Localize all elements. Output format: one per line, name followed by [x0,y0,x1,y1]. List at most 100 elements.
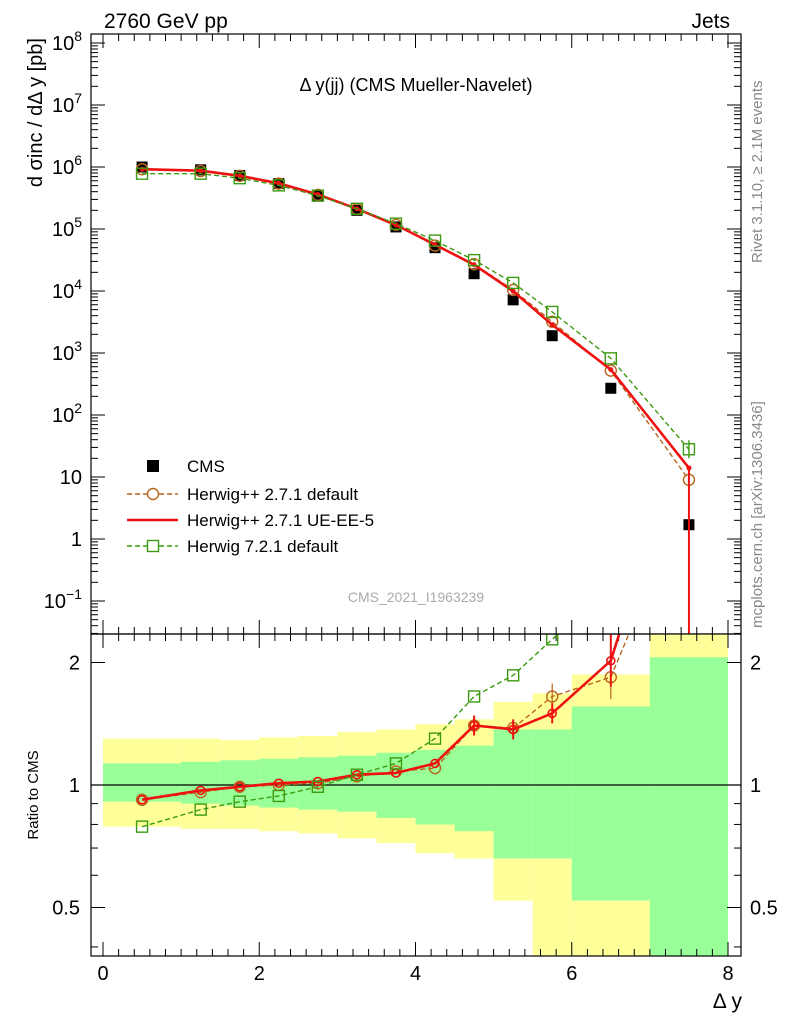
herwig-721-default-point [467,253,481,267]
ratio-panel-bands [91,634,741,956]
ratio-band-inner [571,706,650,901]
ratio-panel-frame [90,633,742,957]
x-tick-label: 2 [254,963,265,985]
ratio-band-inner [454,745,494,832]
herwig-721-default-point [682,443,696,456]
chart-title: Δ y(jj) (CMS Mueller-Navelet) [299,75,532,95]
ratio-y-tick-label-left: 1 [69,775,80,797]
y-tick-label: 1 [71,529,82,551]
x-tick-label: 6 [566,963,577,985]
ratio-herwig-721-point [467,690,481,703]
analysis-watermark: CMS_2021_I1963239 [348,589,484,605]
y-tick-label: 108 [52,28,82,55]
herwig-721-default-point [604,352,618,365]
ratio-herwig-271-point [546,690,559,703]
ratio-herwig-721-point [311,780,325,793]
herwig-721-default-point [350,202,364,215]
herwig-721-default-point [546,305,559,319]
header-collision-label: 2760 GeV pp [104,10,228,33]
ratio-ue-ee5-point [508,724,518,735]
herwig-721-default-point [389,217,403,230]
main-panel-axes: 10−1 1 10 102 103 104 105 106 107 108 [44,28,741,634]
ue-ee5-point [510,288,516,294]
herwig-721-default-point [272,179,285,192]
legend: CMS Herwig++ 2.7.1 default Herwig++ 2.7.1 … [127,457,374,556]
ue-ee5-point [198,168,204,174]
ratio-y-tick-label-right: 1 [750,775,761,797]
ratio-y-tick-label-left: 0.5 [52,897,80,919]
cms-data-point [507,294,519,306]
ratio-ue-ee5-point [606,655,616,666]
legend-marker-herwig-721 [146,539,160,553]
ratio-ue-ee5-point [469,720,479,731]
y-tick-label: 10 [60,467,82,489]
mcplots-reference-label: mcplots.cern.ch [arXiv:1306.3436] [749,401,766,628]
ratio-ue-ee5-point [352,769,362,780]
y-tick-label: 107 [52,90,82,117]
y-tick-label: 105 [52,214,82,241]
herwig-721-default-point [233,171,246,185]
ratio-herwig-721-point [272,789,285,803]
ratio-ue-ee5-point [430,758,440,769]
ratio-band-inner [532,729,572,859]
legend-label: Herwig 7.2.1 default [187,537,338,556]
y-axis-label: d σinc / dΔ y [pb] [25,38,47,187]
herwig-271-default-point [506,283,520,297]
ratio-y-tick-label-right: 2 [750,653,761,675]
legend-label: CMS [187,457,225,476]
herwig-721-default-point [194,167,207,180]
ratio-y-tick-label-right: 0.5 [750,897,778,919]
ratio-band-inner [415,749,455,825]
ue-ee5-point [549,322,555,328]
rivet-version-label: Rivet 3.1.10, ≥ 2.1M events [749,81,766,264]
ratio-herwig-721-point [135,820,149,833]
legend-label: Herwig++ 2.7.1 UE-EE-5 [187,511,374,530]
herwig-271-default-point [604,364,618,377]
herwig-721-default-point [135,167,149,180]
ratio-panel-series [135,634,630,833]
ratio-band-inner [649,657,728,956]
y-tick-label: 106 [52,152,82,179]
ratio-ue-ee5-point [547,708,558,719]
herwig-271-default-line [142,168,690,481]
legend-label: Herwig++ 2.7.1 default [187,485,358,504]
ratio-band-inner [181,761,221,804]
ratio-herwig-721-point [233,795,246,808]
header-category-label: Jets [691,10,730,33]
ratio-herwig-721-point [350,768,364,781]
x-tick-label: 0 [97,963,108,985]
ratio-herwig-721-point [389,757,403,770]
ratio-herwig-721-point [194,803,207,816]
ratio-ue-ee5-point [273,778,284,789]
herwig-721-default-point [311,189,325,202]
cms-data-point [429,242,441,254]
ratio-band-inner [337,755,377,812]
ue-ee5-line [142,167,690,469]
ratio-herwig-721-point [428,732,442,745]
y-tick-label: 102 [52,400,82,427]
ratio-axis-label: Ratio to CMS [25,750,42,839]
legend-marker-cms [147,460,159,472]
ue-ee5-point [471,262,477,268]
ratio-herwig-721-point [546,634,559,646]
cms-data-point [546,330,558,342]
x-axis-label: Δ y [713,990,743,1013]
ratio-series-group [137,634,621,805]
x-tick-label: 4 [410,963,421,985]
cms-data-point [605,382,617,394]
ratio-panel-axes: 0.5 0.5 1 1 2 2 0 2 4 6 8 [52,634,778,985]
herwig-721-default-line [142,173,690,450]
main-panel-series [135,161,696,634]
ratio-band-inner [493,729,533,859]
ratio-herwig-721-point [506,669,520,682]
herwig-721-default-point [506,276,520,290]
cms-data-point [468,268,480,280]
herwig-721-default-point [428,234,442,247]
y-tick-label: 103 [52,338,82,365]
ue-ee5-point [686,465,692,471]
ue-ee5-point [237,173,243,179]
ratio-ue-ee5-point [195,785,206,796]
legend-marker-herwig-271 [146,487,160,501]
y-tick-label: 10−1 [44,586,82,613]
y-tick-label: 104 [52,276,82,303]
